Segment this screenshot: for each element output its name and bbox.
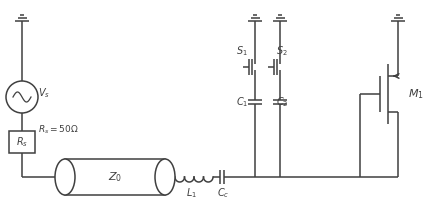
Text: $S_2$: $S_2$ [276, 44, 288, 58]
Text: $C_2$: $C_2$ [276, 95, 288, 109]
Text: $V_s$: $V_s$ [38, 86, 50, 100]
Ellipse shape [55, 159, 75, 195]
Text: $C_1$: $C_1$ [236, 95, 248, 109]
Ellipse shape [155, 159, 175, 195]
Bar [65, 159, 165, 195]
Text: $L_1$: $L_1$ [187, 186, 197, 200]
Bar [9, 131, 35, 153]
Circle shape [6, 81, 38, 113]
Text: $M_1$: $M_1$ [408, 87, 424, 101]
Text: $S_1$: $S_1$ [236, 44, 248, 58]
Text: $R_s$: $R_s$ [16, 135, 28, 149]
Text: $Z_0$: $Z_0$ [108, 170, 122, 184]
Text: $C_c$: $C_c$ [217, 186, 229, 200]
Text: $R_s=50\Omega$: $R_s=50\Omega$ [38, 124, 79, 136]
